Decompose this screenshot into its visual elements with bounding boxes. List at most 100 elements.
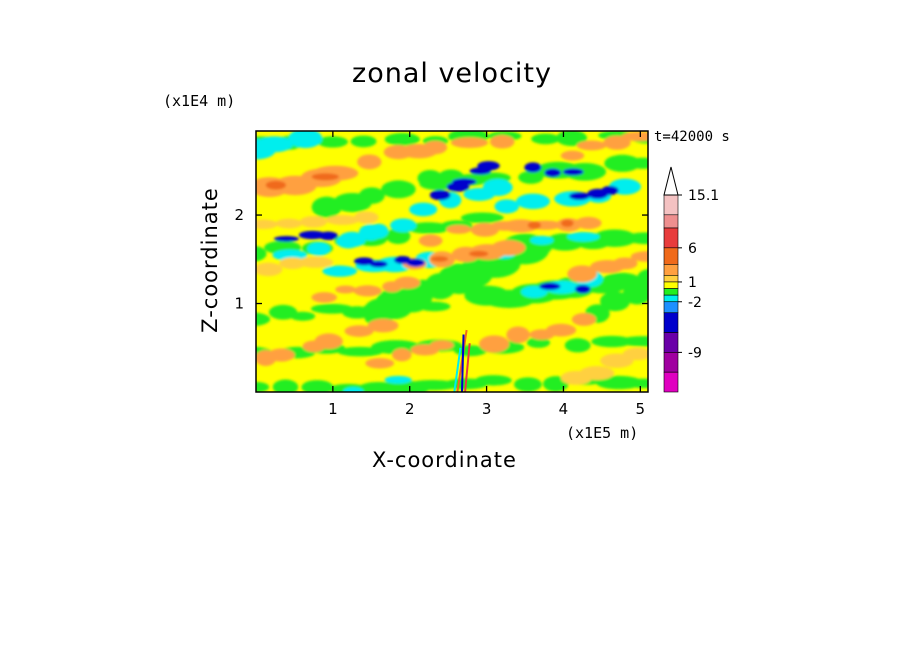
- field-blob: [545, 323, 577, 337]
- field-blob: [354, 211, 379, 224]
- colorbar-swatch: [663, 247, 679, 265]
- colorbar-swatch: [663, 194, 679, 216]
- field-blob: [579, 366, 615, 381]
- field-blob: [601, 185, 619, 196]
- colorbar-swatch: [663, 332, 679, 353]
- colorbar-swatch: [663, 294, 679, 303]
- field-blob: [358, 187, 385, 204]
- field-blob: [603, 135, 631, 150]
- field-blob: [600, 291, 631, 312]
- field-blob: [417, 169, 443, 187]
- colorbar-label: -9: [688, 345, 702, 361]
- field-blob: [325, 215, 360, 225]
- field-blob: [335, 285, 356, 294]
- y-tick-label: 2: [234, 206, 244, 224]
- colorbar-label: -2: [688, 295, 702, 311]
- field-blob: [626, 232, 648, 245]
- plot-frame: [255, 130, 649, 393]
- x-tick-label: 5: [636, 400, 646, 418]
- field-blob: [592, 229, 637, 247]
- field-blob: [450, 137, 489, 149]
- colorbar-swatch: [663, 275, 679, 283]
- field-blob: [290, 311, 316, 321]
- colorbar-label: 15.1: [688, 188, 719, 204]
- colorbar-swatch: [663, 227, 679, 249]
- field-blob: [297, 256, 334, 268]
- field-blob: [544, 168, 562, 178]
- field-blob: [569, 192, 590, 201]
- field-blob: [384, 375, 412, 384]
- field-blob: [384, 133, 420, 146]
- field-blob: [409, 202, 438, 217]
- colorbar-swatch: [663, 352, 679, 373]
- y-scale-label: (x1E4 m): [163, 92, 236, 110]
- field-blob: [527, 221, 541, 229]
- field-blob: [429, 340, 454, 350]
- colorbar-swatch: [663, 371, 679, 393]
- field-blob: [256, 136, 294, 153]
- colorbar: 15.1 6 1 -2 -9: [663, 166, 719, 393]
- field-blob: [514, 377, 542, 392]
- field-blob: [576, 140, 607, 151]
- field-blob: [318, 231, 338, 241]
- field-blob: [475, 375, 512, 386]
- field-blob: [392, 348, 412, 362]
- x-tick-label: 2: [405, 400, 415, 418]
- field-blob: [506, 326, 530, 344]
- field-blob: [429, 189, 451, 201]
- field-blob: [390, 218, 417, 233]
- x-axis: 1 2 3 4 5: [328, 131, 645, 418]
- field-blob: [322, 265, 358, 277]
- colorbar-swatch: [663, 312, 679, 333]
- field-blob: [625, 378, 648, 389]
- field-blob: [274, 236, 299, 242]
- field-blobs: [256, 131, 648, 392]
- field-blob: [256, 312, 271, 326]
- field-blob: [272, 379, 299, 392]
- colorbar-swatch: [663, 214, 679, 229]
- field-blob: [350, 135, 377, 148]
- field-blob: [602, 272, 641, 288]
- field-blob: [317, 136, 348, 148]
- field-blob: [564, 338, 591, 353]
- field-blob: [256, 262, 283, 277]
- field-blob: [516, 193, 550, 210]
- field-blob: [520, 285, 548, 298]
- x-tick-label: 4: [559, 400, 569, 418]
- field-blob: [393, 276, 421, 289]
- field-blob: [468, 250, 489, 257]
- colorbar-swatch: [663, 301, 679, 314]
- field-blob: [256, 381, 270, 392]
- field-blob: [256, 246, 267, 262]
- colorbar-swatch: [663, 288, 679, 296]
- field-blob: [618, 336, 648, 347]
- field-blob: [337, 346, 384, 357]
- field-blob: [353, 285, 382, 297]
- field-blob: [452, 178, 477, 186]
- field-blob: [381, 180, 416, 199]
- chart-title: zonal velocity: [352, 58, 552, 89]
- field-blob: [622, 347, 648, 361]
- field-blob: [367, 318, 399, 333]
- field-blob: [630, 251, 648, 262]
- field-blob: [357, 154, 382, 170]
- field-blob: [307, 242, 331, 256]
- field-blob: [314, 333, 343, 350]
- field-blob: [338, 231, 366, 248]
- field-blob: [571, 312, 597, 326]
- field-blob: [301, 380, 334, 392]
- field-blob: [268, 304, 298, 320]
- y-tick-label: 1: [234, 295, 244, 313]
- field-blob: [567, 265, 597, 283]
- field-streak: [453, 347, 462, 392]
- field-blob: [446, 224, 472, 234]
- field-blob: [365, 358, 395, 369]
- field-blob: [494, 199, 520, 214]
- field-blob: [288, 131, 323, 149]
- x-axis-label: X-coordinate: [372, 448, 517, 472]
- field-blob: [354, 257, 375, 266]
- colorbar-swatch: [663, 281, 679, 289]
- colorbar-label: 1: [688, 275, 697, 291]
- field-blob: [623, 157, 648, 169]
